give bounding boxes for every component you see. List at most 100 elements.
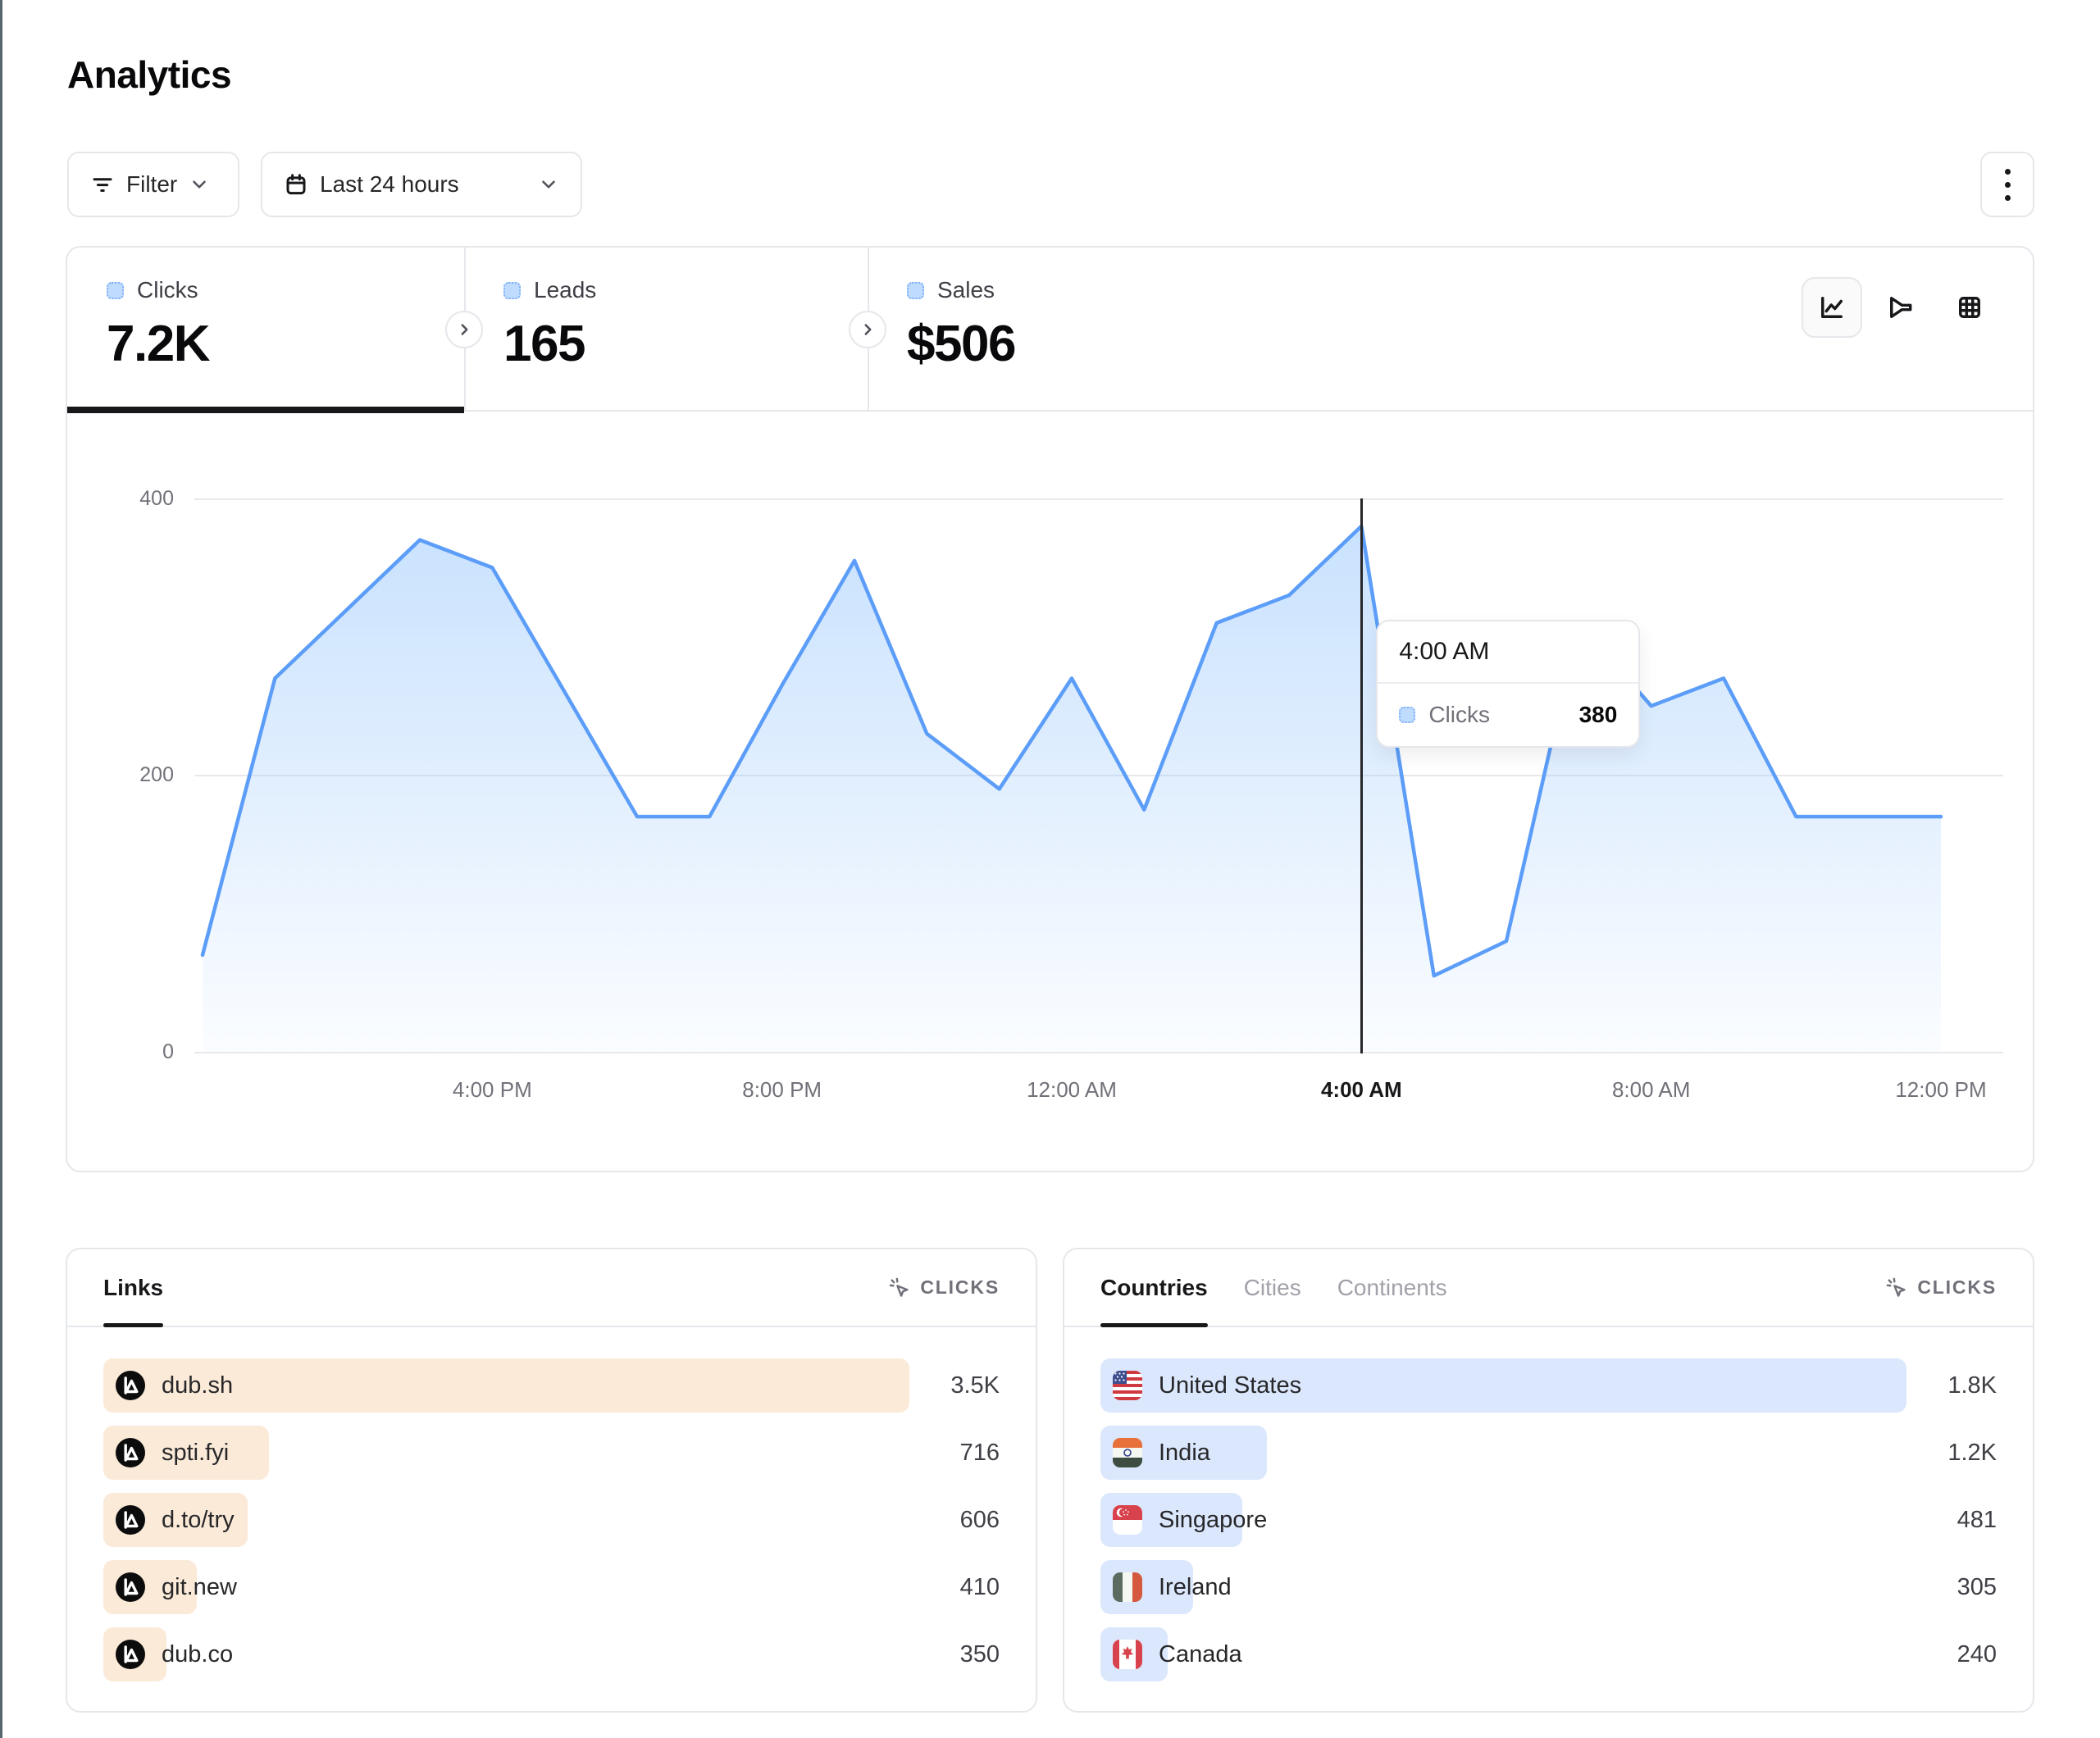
clicks-legend-chip-icon xyxy=(107,281,124,299)
active-tab-underline xyxy=(67,407,464,413)
link-bar xyxy=(103,1358,909,1413)
country-row-united-states[interactable]: United States 1.8K xyxy=(1100,1358,1997,1413)
country-bar xyxy=(1100,1358,1906,1413)
country-label: Ireland xyxy=(1159,1573,1232,1600)
countries-rows: United States 1.8K India 1.2K xyxy=(1064,1327,2033,1681)
country-label: United States xyxy=(1159,1372,1302,1399)
country-label: India xyxy=(1159,1439,1210,1466)
more-menu-button[interactable] xyxy=(1980,152,2034,217)
grid-icon xyxy=(1955,293,1984,322)
chart-tooltip: 4:00 AM Clicks 380 xyxy=(1376,620,1641,748)
chevron-down-icon xyxy=(538,174,559,195)
countries-panel: Countries Cities Continents CLICKS Unite… xyxy=(1063,1248,2034,1713)
page-edge-strip xyxy=(0,0,2,1738)
stat-expand-leads-button[interactable] xyxy=(849,311,886,348)
tooltip-series-label: Clicks xyxy=(1428,702,1490,727)
line-chart-toggle-button[interactable] xyxy=(1802,277,1862,338)
clicks-area-chart[interactable] xyxy=(200,498,1943,1052)
link-clicks-value: 716 xyxy=(959,1439,1000,1466)
stat-tab-sales[interactable]: Sales $506 xyxy=(868,248,2033,410)
link-label: dub.co xyxy=(162,1640,234,1667)
us-flag-icon xyxy=(1113,1371,1142,1400)
stat-expand-clicks-button[interactable] xyxy=(445,311,483,348)
filter-icon xyxy=(90,172,115,197)
analytics-chart-card: Clicks 7.2K Leads 165 Sales $506 xyxy=(66,246,2034,1172)
cursor-click-icon xyxy=(887,1276,912,1300)
dub-logo-icon xyxy=(116,1438,145,1467)
x-axis-label: 4:00 PM xyxy=(452,1077,532,1102)
chevron-down-icon xyxy=(189,174,210,195)
funnel-icon xyxy=(1886,293,1916,322)
tab-countries[interactable]: Countries xyxy=(1100,1249,1208,1327)
link-clicks-value: 3.5K xyxy=(950,1372,1000,1399)
chart-type-toggle-group xyxy=(1802,277,2000,338)
funnel-view-toggle-button[interactable] xyxy=(1870,277,1931,338)
dub-logo-icon xyxy=(116,1371,145,1400)
y-axis-label: 200 xyxy=(139,763,174,786)
filter-button-label: Filter xyxy=(126,171,178,197)
stat-value-leads: 165 xyxy=(503,316,585,372)
country-clicks-value: 1.2K xyxy=(1947,1439,1997,1466)
link-label: git.new xyxy=(162,1573,237,1600)
leads-legend-chip-icon xyxy=(503,281,521,299)
link-label: spti.fyi xyxy=(162,1439,230,1466)
country-row-ireland[interactable]: Ireland 305 xyxy=(1100,1560,1997,1614)
dub-logo-icon xyxy=(116,1572,145,1602)
calendar-icon xyxy=(284,172,308,197)
tooltip-clicks-chip-icon xyxy=(1399,707,1416,723)
singapore-flag-icon xyxy=(1113,1505,1142,1535)
date-range-label: Last 24 hours xyxy=(320,171,459,197)
date-range-button[interactable]: Last 24 hours xyxy=(261,152,582,217)
gridline-0 xyxy=(194,1052,2003,1053)
chart-area-fill xyxy=(203,525,1941,1052)
link-row-spti-fyi[interactable]: spti.fyi 716 xyxy=(103,1426,1000,1480)
table-view-toggle-button[interactable] xyxy=(1939,277,2000,338)
gridline-400 xyxy=(194,498,2003,500)
tab-links[interactable]: Links xyxy=(103,1249,164,1327)
country-row-singapore[interactable]: Singapore 481 xyxy=(1100,1493,1997,1547)
hover-crosshair-rule xyxy=(1360,498,1363,1053)
links-metric-label: CLICKS xyxy=(920,1276,1000,1298)
chart-line xyxy=(200,524,1943,978)
sales-legend-chip-icon xyxy=(907,281,924,299)
y-axis-label: 0 xyxy=(162,1040,174,1063)
link-clicks-value: 350 xyxy=(959,1640,1000,1667)
link-row-dub-sh[interactable]: dub.sh 3.5K xyxy=(103,1358,1000,1413)
link-label: dub.sh xyxy=(162,1372,234,1399)
country-clicks-value: 481 xyxy=(1957,1506,1997,1533)
kebab-icon xyxy=(2004,168,2011,175)
link-row-d-to-try[interactable]: d.to/try 606 xyxy=(103,1493,1000,1547)
tab-continents[interactable]: Continents xyxy=(1337,1274,1447,1300)
links-metric-toggle[interactable]: CLICKS xyxy=(887,1276,1000,1300)
stats-tab-row: Clicks 7.2K Leads 165 Sales $506 xyxy=(67,248,2033,412)
stat-tab-clicks[interactable]: Clicks 7.2K xyxy=(67,248,464,410)
stat-label: Clicks xyxy=(137,277,198,303)
countries-metric-toggle[interactable]: CLICKS xyxy=(1884,1276,1997,1300)
page-title: Analytics xyxy=(67,53,232,96)
link-label: d.to/try xyxy=(162,1506,235,1533)
filter-button[interactable]: Filter xyxy=(67,152,239,217)
links-panel-header: Links CLICKS xyxy=(67,1249,1036,1327)
country-label: Canada xyxy=(1159,1640,1242,1667)
cursor-click-icon xyxy=(1884,1276,1909,1300)
link-row-git-new[interactable]: git.new 410 xyxy=(103,1560,1000,1614)
country-clicks-value: 1.8K xyxy=(1947,1372,1997,1399)
tooltip-series-value: 380 xyxy=(1578,702,1618,727)
x-axis-label: 12:00 AM xyxy=(1027,1077,1117,1102)
stat-value-clicks: 7.2K xyxy=(107,316,210,372)
x-axis-label: 4:00 AM xyxy=(1320,1077,1402,1102)
x-axis: 4:00 PM 8:00 PM 12:00 AM 4:00 AM 8:00 AM 12:0… xyxy=(203,1077,1987,1107)
country-row-india[interactable]: India 1.2K xyxy=(1100,1426,1997,1480)
link-clicks-value: 606 xyxy=(959,1506,1000,1533)
stat-value-sales: $506 xyxy=(907,316,1016,372)
link-row-dub-co[interactable]: dub.co 350 xyxy=(103,1627,1000,1681)
country-row-canada[interactable]: Canada 240 xyxy=(1100,1627,1997,1681)
tab-cities[interactable]: Cities xyxy=(1243,1274,1301,1300)
line-chart-icon xyxy=(1817,293,1847,322)
countries-metric-label: CLICKS xyxy=(1917,1276,1997,1298)
stat-tab-leads[interactable]: Leads 165 xyxy=(464,248,868,410)
canada-flag-icon xyxy=(1113,1640,1142,1669)
country-clicks-value: 240 xyxy=(1957,1640,1997,1667)
tooltip-time-label: 4:00 AM xyxy=(1378,621,1639,684)
